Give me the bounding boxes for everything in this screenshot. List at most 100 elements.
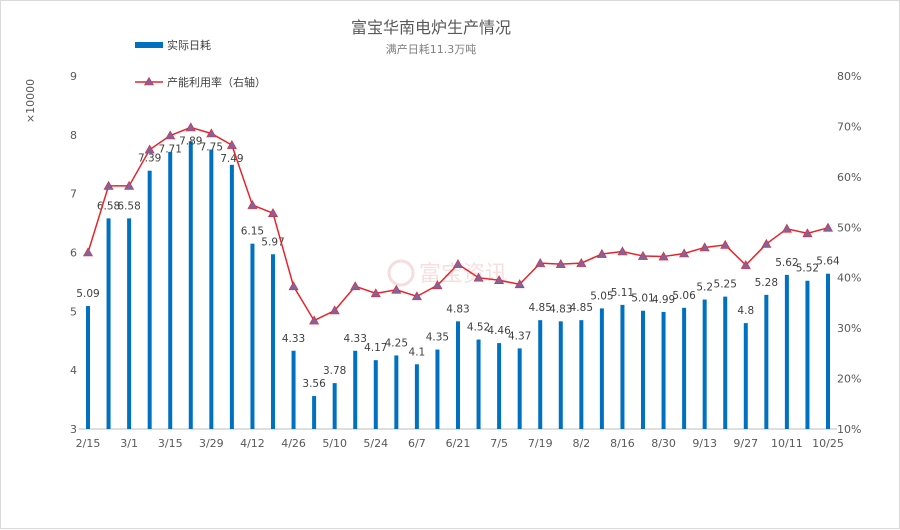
line-point-4/12 <box>247 199 258 209</box>
bar-label-5/10: 3.78 <box>323 365 346 377</box>
bar-label-10/4: 5.28 <box>755 277 778 289</box>
bar-3/8 <box>147 170 152 429</box>
bar-5/31 <box>394 355 399 429</box>
bar-5/17 <box>353 350 358 429</box>
line-point-7/5 <box>494 275 505 285</box>
x-tick-label: 4/12 <box>240 437 265 450</box>
bar-label-7/12: 4.37 <box>508 330 531 342</box>
bar-3/15 <box>168 151 173 429</box>
bar-label-6/14: 4.35 <box>426 332 449 344</box>
bar-label-5/3: 3.56 <box>302 378 326 390</box>
y-left-tick: 6 <box>70 247 77 260</box>
x-tick-label: 6/7 <box>408 437 426 450</box>
bar-label-8/2: 4.85 <box>570 302 593 314</box>
line-point-3/15 <box>165 130 176 140</box>
bar-label-6/21: 4.83 <box>446 303 469 315</box>
line-point-8/2 <box>576 257 587 267</box>
line-point-9/6 <box>679 248 690 258</box>
line-point-4/19 <box>267 208 279 217</box>
line-point-7/26 <box>555 258 566 268</box>
line-point-3/8 <box>144 144 155 154</box>
bar-label-9/13: 5.2 <box>696 282 713 294</box>
y-left-tick: 5 <box>70 305 77 318</box>
chart-title: 富宝华南电炉生产情况 <box>351 18 511 37</box>
bar-label-8/16: 5.11 <box>611 287 634 299</box>
bar-label-9/6: 5.06 <box>672 290 696 302</box>
line-point-5/10 <box>329 305 340 315</box>
chart-subtitle: 满产日耗11.3万吨 <box>386 42 477 56</box>
line-point-5/31 <box>391 284 402 294</box>
y-right-tick: 60% <box>837 171 861 184</box>
bar-2/22 <box>106 218 111 429</box>
bar-9/6 <box>682 307 687 429</box>
bar-2/15 <box>86 306 90 429</box>
bar-label-10/25: 5.64 <box>816 256 840 268</box>
bar-4/5 <box>229 164 234 430</box>
y-right-tick: 40% <box>837 272 861 285</box>
bar-label-4/26: 4.33 <box>282 333 305 345</box>
line-point-10/4 <box>761 238 772 248</box>
bar-label-3/8: 7.39 <box>138 153 161 165</box>
bar-label-4/19: 5.97 <box>261 236 284 248</box>
bar-label-8/9: 5.05 <box>590 290 613 302</box>
line-point-9/20 <box>720 239 731 249</box>
bar-5/10 <box>332 383 337 429</box>
bar-4/12 <box>250 243 255 429</box>
bar-label-7/19: 4.85 <box>529 302 552 314</box>
x-tick-label: 5/24 <box>363 437 388 450</box>
y-left-tick: 4 <box>70 364 77 377</box>
bar-3/1 <box>127 218 132 429</box>
bar-8/23 <box>641 310 645 429</box>
bar-9/13 <box>702 299 707 429</box>
bar-10/25 <box>826 273 830 429</box>
line-series <box>82 122 834 325</box>
y-multiplier-label: ×10000 <box>24 79 37 123</box>
line-point-5/24 <box>370 288 381 298</box>
bar-3/22 <box>188 141 193 429</box>
bar-label-8/23: 5.01 <box>631 293 654 305</box>
bar-6/7 <box>414 364 419 429</box>
x-ticks: 2/15 3/1 3/15 3/29 4/12 4/26 5/10 5/24 6/7 6/21 7/… <box>76 437 844 450</box>
line-point-6/21 <box>452 258 464 268</box>
y-right-tick: 10% <box>837 423 861 436</box>
line-point-8/30 <box>658 251 669 261</box>
x-tick-label: 5/10 <box>322 437 347 450</box>
bar-8/16 <box>620 304 625 429</box>
y-left-tick: 8 <box>70 129 77 142</box>
line-point-2/22 <box>103 180 114 190</box>
bar-6/14 <box>435 349 440 429</box>
bar-8/30 <box>661 311 666 429</box>
bar-10/4 <box>764 294 769 429</box>
bar-label-9/20: 5.25 <box>714 279 737 291</box>
bar-10/11 <box>784 274 789 429</box>
watermark-text: 富宝资讯 <box>419 262 507 287</box>
legend-marker-icon <box>143 76 155 86</box>
bar-label-2/15: 5.09 <box>76 288 99 300</box>
bar-label-7/5: 4.46 <box>487 325 511 337</box>
line-point-10/11 <box>781 223 792 233</box>
y-right-tick: 50% <box>837 221 861 234</box>
bar-7/12 <box>517 348 522 429</box>
line-point-9/13 <box>699 242 710 252</box>
x-tick-label: 3/29 <box>199 437 224 450</box>
bar-label-6/28: 4.52 <box>467 322 490 334</box>
bar-label-4/12: 6.15 <box>241 226 264 238</box>
bar-label-5/17: 4.33 <box>344 333 367 345</box>
x-tick-label: 9/13 <box>692 437 717 450</box>
bar-label-6/7: 4.1 <box>409 346 426 358</box>
x-tick-label: 3/15 <box>158 437 183 450</box>
bar-5/24 <box>373 360 378 429</box>
bar-label-3/1: 6.58 <box>117 200 140 212</box>
bar-label-3/22: 7.89 <box>179 135 202 147</box>
x-tick-label: 6/21 <box>446 437 471 450</box>
bar-label-5/24: 4.17 <box>364 342 387 354</box>
legend-bar-swatch <box>135 42 163 48</box>
bar-label-5/31: 4.25 <box>385 337 408 349</box>
y-right-tick: 80% <box>837 70 861 83</box>
y-right-tick: 70% <box>837 120 861 133</box>
bar-7/26 <box>558 321 563 429</box>
watermark-logo-icon <box>387 259 415 287</box>
watermark: 富宝资讯 <box>387 259 507 287</box>
